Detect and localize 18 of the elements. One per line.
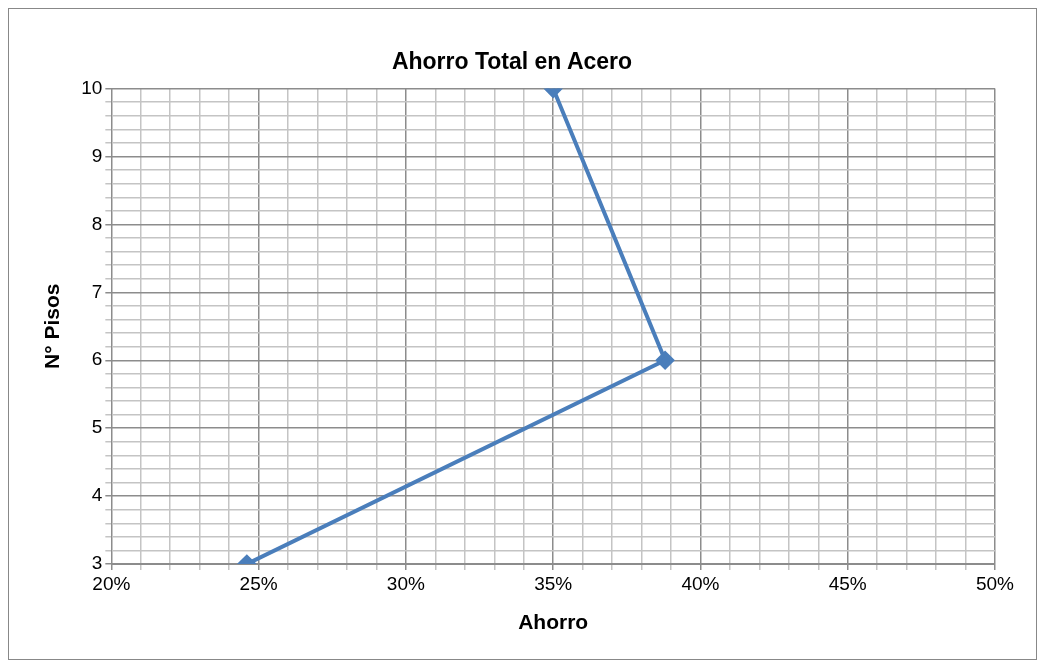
- y-tick-label: 4: [91, 484, 103, 506]
- y-tick-label: 8: [91, 212, 103, 234]
- y-tick-label: 9: [91, 144, 103, 166]
- y-tick-label: 7: [91, 280, 103, 302]
- x-tick-label: 50%: [975, 572, 1015, 594]
- x-axis-title: Ahorro: [518, 610, 589, 634]
- y-tick-label: 10: [81, 76, 103, 98]
- y-tick-label: 5: [91, 416, 103, 438]
- y-tick-label: 6: [91, 348, 103, 370]
- x-tick-label: 45%: [828, 572, 867, 594]
- x-tick-label: 35%: [534, 572, 573, 594]
- x-tick-label: 40%: [681, 572, 720, 594]
- x-tick-label: 25%: [239, 572, 278, 594]
- chart-title: Ahorro Total en Acero: [391, 48, 633, 75]
- x-tick-label: 20%: [92, 572, 131, 594]
- x-tick-label: 30%: [386, 572, 426, 594]
- y-axis-title: N° Pisos: [40, 283, 64, 370]
- y-tick-label: 3: [91, 552, 103, 574]
